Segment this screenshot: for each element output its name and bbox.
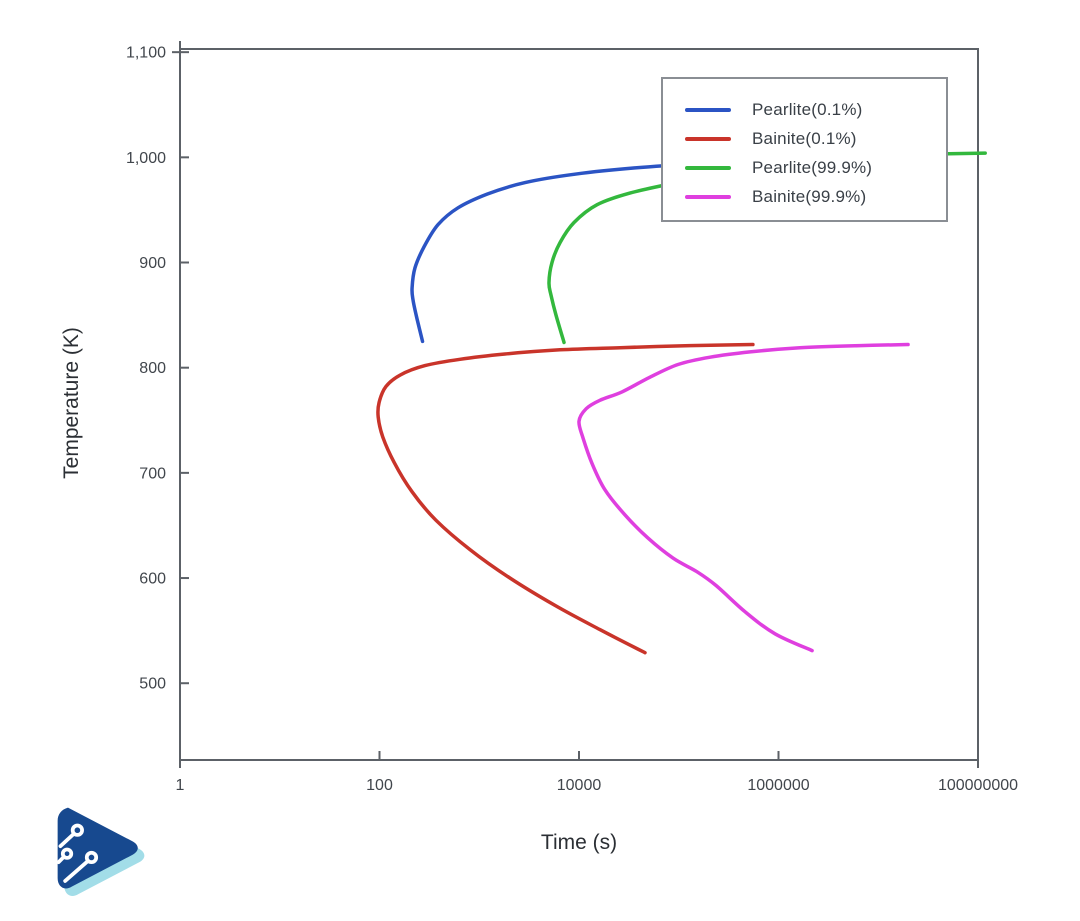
y-axis-ticks: 1,100 1,000 900 800 700 600 500 [126,45,189,693]
x-tick-label: 100 [366,777,393,794]
legend-item: Bainite(99.9%) [663,182,946,211]
legend-label: Pearlite(99.9%) [752,157,873,177]
legend-swatch [685,194,731,199]
legend-swatch [685,165,731,170]
circuit-play-logo [56,807,145,896]
y-axis-title: Temperature (K) [60,327,83,479]
legend-item: Bainite(0.1%) [663,124,946,153]
series-line-bainite-99-9- [577,342,910,653]
x-tick-label: 100000000 [938,777,1018,794]
y-tick-label: 1,000 [126,150,166,167]
legend-label: Pearlite(0.1%) [752,99,863,119]
x-tick-label: 10000 [557,777,602,794]
legend-swatch [685,107,731,112]
x-axis-ticks: 1 100 10000 1000000 100000000 [176,751,1018,794]
series-line-bainite-0-1- [376,342,755,655]
y-tick-label: 800 [139,360,166,377]
y-tick-label: 1,100 [126,45,166,62]
x-tick-label: 1 [176,777,185,794]
legend-item: Pearlite(99.9%) [663,153,946,182]
legend-label: Bainite(0.1%) [752,128,857,148]
series-line-pearlite-0-1- [410,159,762,344]
y-tick-label: 500 [139,676,166,693]
x-axis-title: Time (s) [540,831,618,854]
legend-label: Bainite(99.9%) [752,186,867,206]
logo-circuit-traces [56,823,99,883]
y-tick-label: 900 [139,255,166,272]
y-tick-label: 600 [139,571,166,588]
x-tick-label: 1000000 [747,777,809,794]
y-tick-label: 700 [139,465,166,482]
legend-swatch [685,136,731,141]
legend-item: Pearlite(0.1%) [663,95,946,124]
chart-legend: Pearlite(0.1%) Bainite(0.1%) Pearlite(99.9… [661,77,948,222]
